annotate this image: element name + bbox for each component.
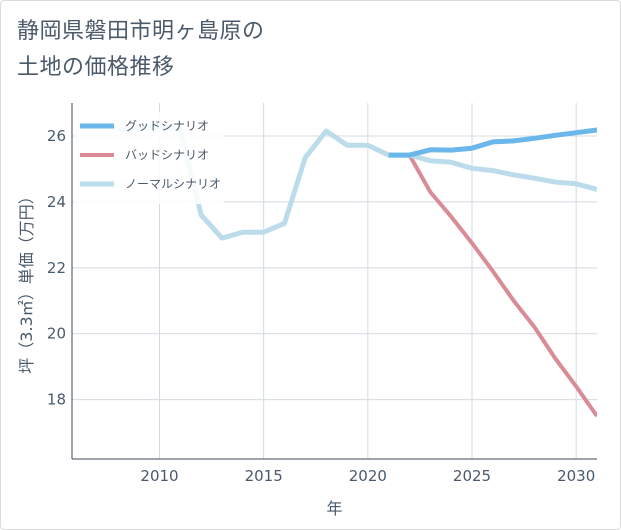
legend-label-2: バッドシナリオ — [125, 148, 209, 162]
y-tick-label: 18 — [47, 391, 66, 409]
series-line-2 — [388, 153, 597, 418]
chart-title-line-2: 土地の価格推移 — [17, 55, 175, 80]
y-tick-label: 24 — [47, 193, 66, 211]
x-tick-label: 2025 — [453, 467, 491, 485]
x-tick-label: 2010 — [140, 467, 178, 485]
series-line-1 — [388, 127, 597, 158]
x-tick-label: 2015 — [245, 467, 283, 485]
legend-label-1: グッドシナリオ — [125, 119, 209, 133]
y-tick-label: 26 — [47, 127, 66, 145]
y-tick-label: 22 — [47, 259, 66, 277]
x-tick-label: 2030 — [557, 467, 595, 485]
x-axis-label: 年 — [326, 499, 342, 518]
grid-layer — [72, 103, 597, 459]
axes-layer: 2010 2015 2020 2025 2030 18 20 22 24 26 — [47, 103, 597, 485]
chart-title-line-1: 静岡県磐田市明ヶ島原の — [17, 19, 265, 44]
y-axis-label: 坪（3.3㎡）単価（万円） — [17, 188, 36, 373]
y-tick-label: 20 — [47, 325, 66, 343]
x-tick-label: 2020 — [349, 467, 387, 485]
chart-title: 静岡県磐田市明ヶ島原の 土地の価格推移 — [17, 14, 437, 86]
legend-label-3: ノーマルシナリオ — [125, 177, 221, 191]
